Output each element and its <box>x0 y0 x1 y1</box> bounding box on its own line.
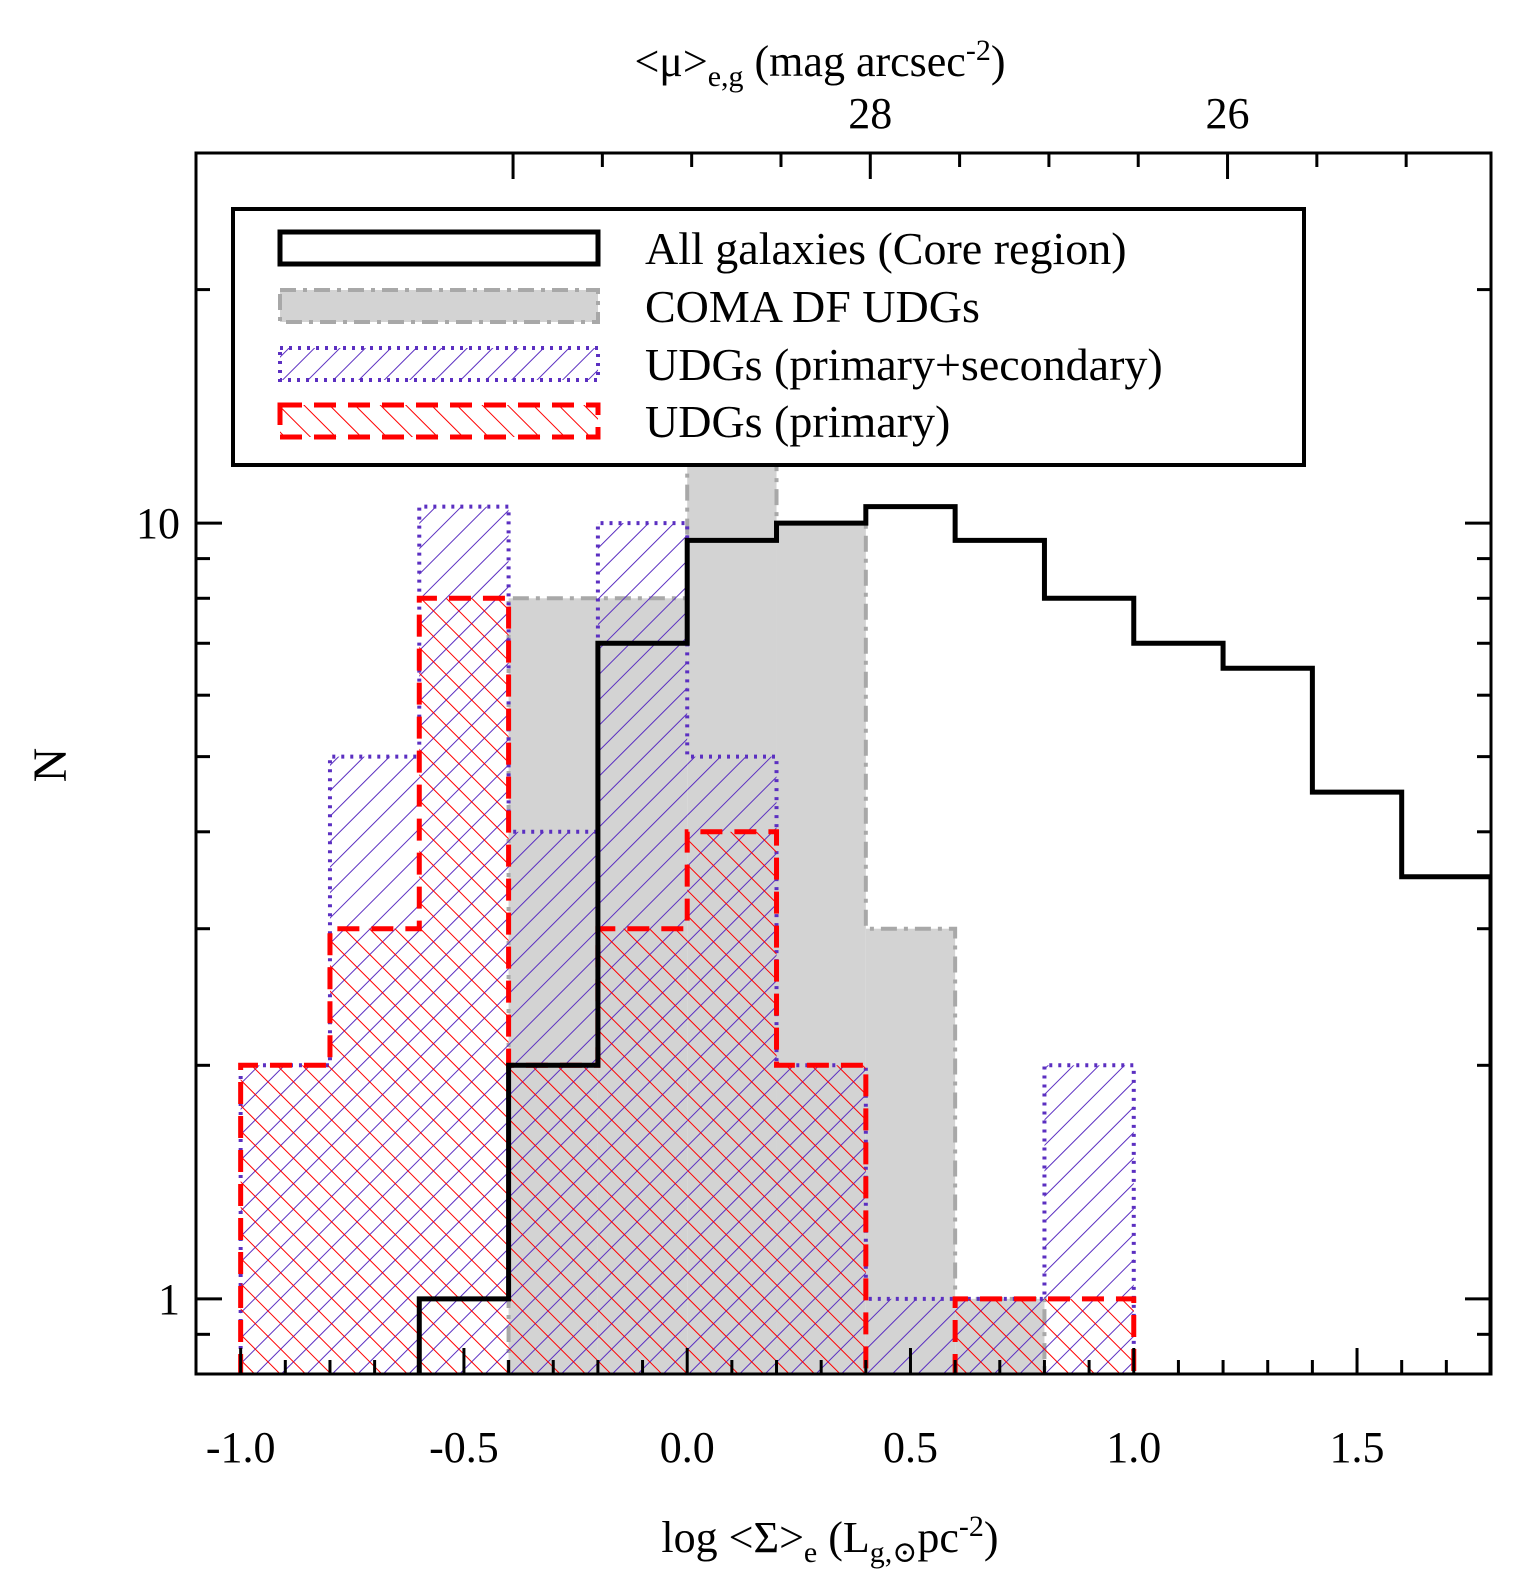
x-label-unit-open: (L <box>817 1513 870 1562</box>
x-label-sub: e <box>804 1536 817 1569</box>
top-axis-label: <μ>e,g (mag arcsec-2) <box>634 34 1005 93</box>
outline-3 <box>238 595 1137 1374</box>
y-tick-label-1: 10 <box>136 499 180 548</box>
series-0 <box>416 504 1491 1374</box>
bar-3-1 <box>329 928 420 1374</box>
x-label-main: log <Σ> <box>661 1513 803 1562</box>
legend-label-3: UDGs (primary) <box>645 396 950 447</box>
x-tick-label-2: 0.0 <box>660 1423 715 1472</box>
top-tick-label-0: 28 <box>848 89 892 138</box>
x-label-unit-close: ) <box>984 1513 999 1562</box>
x-tick-label-5: 1.5 <box>1330 1423 1385 1472</box>
top-label-sub: e,g <box>708 60 744 93</box>
x-label-unit-rest: pc <box>917 1513 959 1562</box>
bar-3-6 <box>776 1065 866 1374</box>
bar-3-4 <box>597 928 688 1374</box>
legend-swatch-0 <box>277 229 601 267</box>
x-tick-label-4: 1.0 <box>1106 1423 1161 1472</box>
top-label-main: <μ> <box>634 37 707 86</box>
outline-0 <box>416 504 1491 1374</box>
bar-3-0 <box>240 1065 330 1374</box>
legend-label-1: COMA DF UDGs <box>645 281 980 332</box>
series-3 <box>238 595 1137 1374</box>
legend-swatch-2 <box>278 346 600 382</box>
x-tick-label-0: -1.0 <box>206 1423 276 1472</box>
legend-swatch-1 <box>278 288 600 324</box>
top-label-sup: -2 <box>966 34 991 67</box>
y-axis-label: N <box>24 748 77 783</box>
bar-3-5 <box>687 831 777 1374</box>
x-axis-label: log <Σ>e (Lg,⊙pc-2) <box>661 1510 998 1569</box>
legend-label-2: UDGs (primary+secondary) <box>645 339 1163 390</box>
x-label-unit-sup: -2 <box>959 1510 984 1543</box>
legend-label-0: All galaxies (Core region) <box>645 223 1127 274</box>
x-label-unit-sub: g,⊙ <box>870 1536 918 1569</box>
top-tick-label-1: 26 <box>1206 89 1250 138</box>
top-label-close: ) <box>991 37 1006 86</box>
bar-3-3 <box>508 1065 598 1374</box>
y-tick-label-0: 1 <box>158 1275 180 1324</box>
plot-frame <box>194 151 1493 1376</box>
legend: All galaxies (Core region) COMA DF UDGs UD… <box>231 207 1306 467</box>
x-tick-label-3: 0.5 <box>883 1423 938 1472</box>
x-tick-label-1: -0.5 <box>429 1423 499 1472</box>
bar-3-2 <box>419 598 509 1374</box>
legend-swatch-3 <box>277 402 601 440</box>
top-label-rest: (mag arcsec <box>744 37 966 86</box>
